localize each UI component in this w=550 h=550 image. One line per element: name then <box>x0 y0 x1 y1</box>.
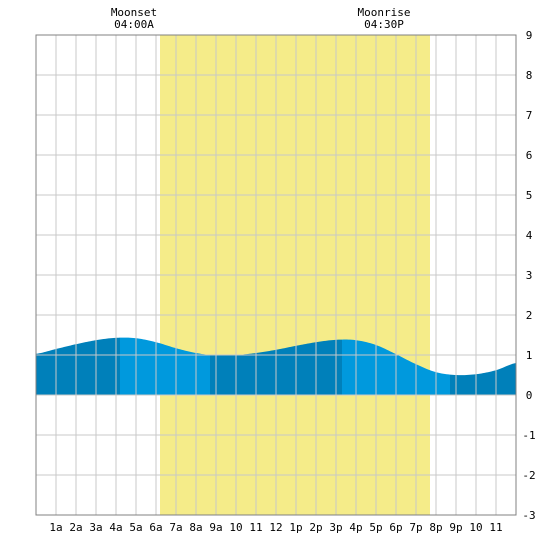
y-tick-label: 0 <box>526 389 533 402</box>
tide-segment-5 <box>450 363 516 395</box>
moon-event-time: 04:30P <box>364 18 404 31</box>
x-tick-label: 7p <box>409 521 422 534</box>
x-tick-label: 1p <box>289 521 302 534</box>
moon-event-label: Moonrise <box>358 6 411 19</box>
x-tick-label: 5a <box>129 521 142 534</box>
x-tick-label: 10 <box>469 521 482 534</box>
y-tick-label: 7 <box>526 109 533 122</box>
moon-event-label: Moonset <box>111 6 157 19</box>
y-tick-label: 1 <box>526 349 533 362</box>
tide-segment-2 <box>120 337 210 395</box>
y-tick-label: -1 <box>522 429 535 442</box>
x-tick-label: 1a <box>49 521 62 534</box>
x-tick-label: 8p <box>429 521 442 534</box>
x-tick-label: 4p <box>349 521 362 534</box>
x-tick-label: 11 <box>249 521 262 534</box>
x-tick-label: 3a <box>89 521 102 534</box>
y-tick-label: -3 <box>522 509 535 522</box>
x-tick-label: 9p <box>449 521 462 534</box>
y-tick-label: 5 <box>526 189 533 202</box>
plot-frame <box>35 34 517 516</box>
x-tick-label: 3p <box>329 521 342 534</box>
x-tick-label: 5p <box>369 521 382 534</box>
y-tick-label: 8 <box>526 69 533 82</box>
x-tick-label: 6p <box>389 521 402 534</box>
x-tick-label: 10 <box>229 521 242 534</box>
x-tick-label: 8a <box>189 521 202 534</box>
y-tick-label: 9 <box>526 29 533 42</box>
y-tick-label: 6 <box>526 149 533 162</box>
tide-segment-1 <box>36 337 120 395</box>
y-tick-label: 4 <box>526 229 533 242</box>
moon-event-time: 04:00A <box>114 18 154 31</box>
y-tick-label: 2 <box>526 309 533 322</box>
x-tick-label: 2a <box>69 521 82 534</box>
x-tick-label: 12 <box>269 521 282 534</box>
x-tick-label: 2p <box>309 521 322 534</box>
x-tick-label: 9a <box>209 521 222 534</box>
y-tick-label: 3 <box>526 269 533 282</box>
x-tick-label: 4a <box>109 521 122 534</box>
x-tick-label: 11 <box>489 521 502 534</box>
y-tick-label: -2 <box>522 469 535 482</box>
x-tick-label: 6a <box>149 521 162 534</box>
x-tick-label: 7a <box>169 521 182 534</box>
